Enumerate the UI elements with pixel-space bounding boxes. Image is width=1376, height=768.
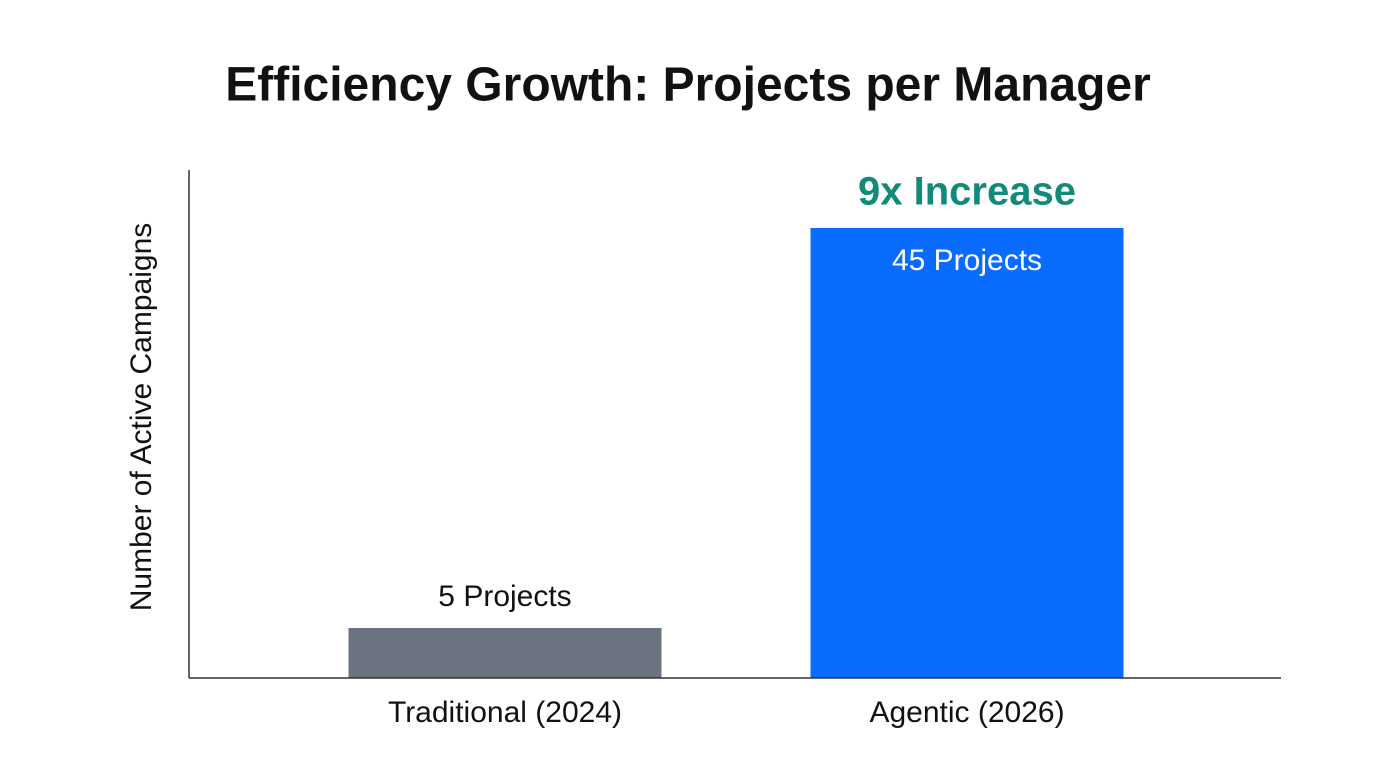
- x-tick-label: Agentic (2026): [869, 696, 1064, 729]
- bar: [348, 628, 662, 678]
- x-tick-label: Traditional (2024): [388, 696, 622, 729]
- value-label: 45 Projects: [892, 244, 1042, 277]
- value-label: 5 Projects: [438, 580, 571, 613]
- bar: [810, 228, 1124, 678]
- chart-title: Efficiency Growth: Projects per Manager: [225, 59, 1151, 112]
- y-axis-label: Number of Active Campaigns: [125, 223, 158, 612]
- annotation: 9x Increase: [858, 170, 1076, 214]
